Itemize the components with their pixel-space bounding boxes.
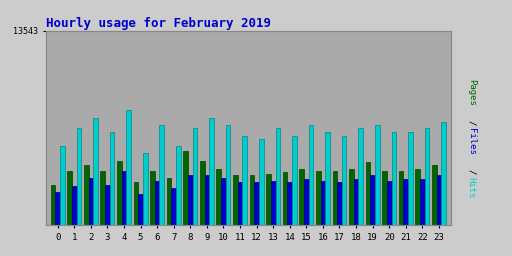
- Bar: [358, 127, 363, 225]
- Bar: [349, 169, 354, 225]
- Bar: [415, 169, 420, 225]
- Bar: [77, 127, 81, 225]
- Bar: [126, 110, 131, 225]
- Bar: [55, 192, 60, 225]
- Bar: [122, 171, 126, 225]
- Bar: [437, 175, 441, 225]
- Bar: [242, 136, 247, 225]
- Bar: [392, 132, 396, 225]
- Bar: [51, 185, 55, 225]
- Bar: [420, 179, 424, 225]
- Bar: [138, 194, 143, 225]
- Bar: [325, 132, 330, 225]
- Text: Files: Files: [467, 128, 476, 155]
- Bar: [250, 175, 254, 225]
- Bar: [316, 171, 321, 225]
- Bar: [183, 151, 188, 225]
- Bar: [292, 136, 297, 225]
- Bar: [226, 125, 230, 225]
- Text: Pages: Pages: [467, 79, 476, 106]
- Bar: [304, 179, 309, 225]
- Bar: [221, 178, 226, 225]
- Bar: [266, 174, 271, 225]
- Bar: [259, 139, 264, 225]
- Bar: [321, 181, 325, 225]
- Bar: [254, 182, 259, 225]
- Bar: [354, 179, 358, 225]
- Bar: [72, 186, 77, 225]
- Bar: [233, 175, 238, 225]
- Bar: [105, 185, 110, 225]
- Bar: [172, 188, 176, 225]
- Bar: [238, 182, 242, 225]
- Bar: [271, 181, 275, 225]
- Bar: [200, 161, 205, 225]
- Bar: [287, 182, 292, 225]
- Bar: [67, 171, 72, 225]
- Bar: [342, 136, 347, 225]
- Bar: [167, 178, 172, 225]
- Bar: [93, 118, 98, 225]
- Bar: [441, 122, 446, 225]
- Bar: [117, 161, 122, 225]
- Bar: [84, 165, 89, 225]
- Text: Hourly usage for February 2019: Hourly usage for February 2019: [46, 17, 271, 29]
- Bar: [403, 179, 408, 225]
- Bar: [332, 171, 337, 225]
- Bar: [300, 169, 304, 225]
- Bar: [100, 171, 105, 225]
- Text: Hits: Hits: [467, 177, 476, 198]
- Bar: [188, 175, 193, 225]
- Bar: [143, 153, 147, 225]
- Bar: [193, 127, 197, 225]
- Bar: [209, 118, 214, 225]
- Bar: [366, 162, 370, 225]
- Bar: [89, 178, 93, 225]
- Bar: [283, 172, 287, 225]
- Bar: [205, 175, 209, 225]
- Bar: [275, 127, 280, 225]
- Bar: [370, 175, 375, 225]
- Bar: [134, 182, 138, 225]
- Bar: [399, 171, 403, 225]
- Bar: [309, 125, 313, 225]
- Bar: [176, 146, 181, 225]
- Bar: [432, 165, 437, 225]
- Bar: [337, 182, 342, 225]
- Bar: [155, 181, 159, 225]
- Bar: [150, 171, 155, 225]
- Bar: [387, 181, 392, 225]
- Bar: [382, 171, 387, 225]
- Bar: [217, 169, 221, 225]
- Bar: [375, 125, 379, 225]
- Text: /: /: [467, 169, 476, 174]
- Bar: [60, 146, 65, 225]
- Bar: [159, 125, 164, 225]
- Bar: [408, 132, 413, 225]
- Bar: [110, 132, 114, 225]
- Text: /: /: [467, 120, 476, 126]
- Bar: [424, 127, 430, 225]
